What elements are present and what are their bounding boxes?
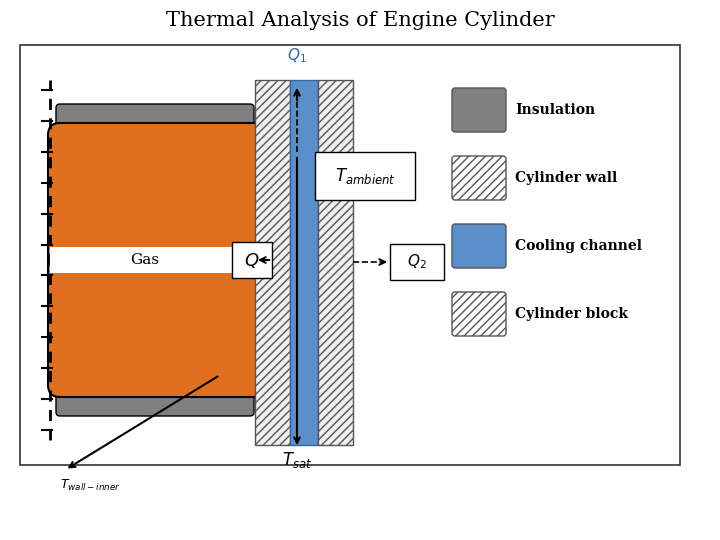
Text: $Q_2$: $Q_2$ <box>408 253 427 271</box>
Bar <box>50 247 263 273</box>
FancyBboxPatch shape <box>452 88 506 132</box>
Bar <box>290 80 318 445</box>
Text: Insulation: Insulation <box>515 103 595 117</box>
Bar <box>232 242 272 278</box>
Bar <box>390 244 444 280</box>
Text: $T_{wall-inner}$: $T_{wall-inner}$ <box>60 477 120 492</box>
Bar <box>20 45 680 465</box>
Bar <box>255 80 290 445</box>
Text: Gas: Gas <box>130 253 159 267</box>
FancyBboxPatch shape <box>452 156 506 200</box>
FancyBboxPatch shape <box>452 292 506 336</box>
Text: $Q$: $Q$ <box>244 251 260 269</box>
Text: Cylinder wall: Cylinder wall <box>515 171 617 185</box>
FancyBboxPatch shape <box>56 384 254 416</box>
FancyBboxPatch shape <box>56 104 254 136</box>
Bar <box>315 152 415 200</box>
FancyBboxPatch shape <box>452 224 506 268</box>
FancyBboxPatch shape <box>48 123 265 397</box>
Text: $T_{ambient}$: $T_{ambient}$ <box>335 166 395 186</box>
Text: $Q_1$: $Q_1$ <box>287 46 307 65</box>
Text: Cylinder block: Cylinder block <box>515 307 628 321</box>
Bar <box>318 80 353 445</box>
Text: Cooling channel: Cooling channel <box>515 239 642 253</box>
Text: Thermal Analysis of Engine Cylinder: Thermal Analysis of Engine Cylinder <box>166 10 554 30</box>
Text: $T_{sat}$: $T_{sat}$ <box>282 450 312 470</box>
